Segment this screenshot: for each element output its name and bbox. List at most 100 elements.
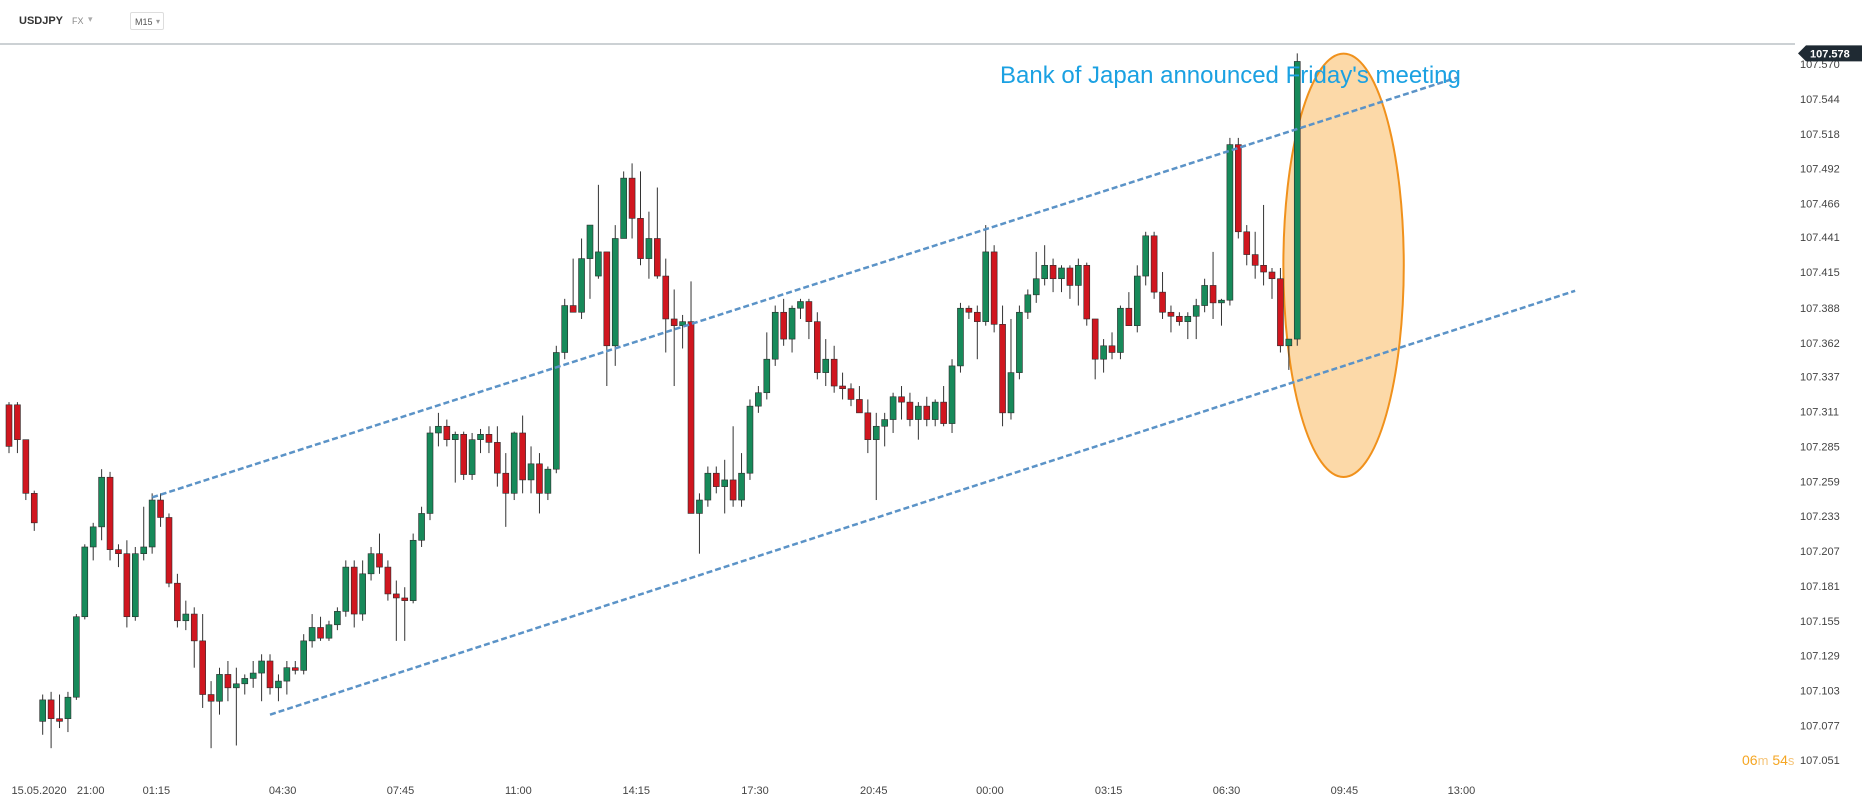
- candle[interactable]: [1285, 338, 1293, 370]
- candle[interactable]: [527, 446, 535, 494]
- candle[interactable]: [628, 163, 636, 239]
- candle[interactable]: [696, 493, 703, 554]
- candle[interactable]: [662, 258, 670, 353]
- candle[interactable]: [249, 660, 257, 688]
- candle[interactable]: [611, 225, 619, 366]
- candle[interactable]: [847, 383, 855, 407]
- candle[interactable]: [552, 345, 560, 474]
- candle[interactable]: [679, 314, 686, 349]
- candle[interactable]: [89, 522, 97, 561]
- candle[interactable]: [47, 691, 55, 749]
- candle[interactable]: [367, 546, 375, 581]
- candle[interactable]: [1058, 265, 1065, 293]
- candle[interactable]: [1226, 137, 1234, 306]
- candle[interactable]: [334, 607, 341, 631]
- candle[interactable]: [814, 312, 821, 380]
- candle[interactable]: [14, 402, 21, 454]
- candle[interactable]: [763, 332, 771, 400]
- candle[interactable]: [384, 560, 392, 601]
- candle[interactable]: [1176, 312, 1183, 326]
- candle[interactable]: [1251, 231, 1259, 279]
- candle[interactable]: [1024, 289, 1032, 319]
- candle[interactable]: [435, 412, 442, 447]
- candle[interactable]: [881, 412, 888, 447]
- candle[interactable]: [620, 171, 627, 239]
- candle[interactable]: [275, 674, 282, 702]
- candle[interactable]: [931, 399, 939, 427]
- candle[interactable]: [510, 431, 518, 501]
- candle[interactable]: [805, 298, 813, 340]
- candle[interactable]: [233, 667, 240, 746]
- candle[interactable]: [300, 634, 308, 675]
- candle[interactable]: [544, 466, 552, 501]
- candle[interactable]: [291, 660, 299, 675]
- candle[interactable]: [1218, 298, 1225, 326]
- candle[interactable]: [923, 396, 931, 427]
- candle[interactable]: [982, 225, 990, 326]
- candle[interactable]: [342, 560, 350, 617]
- candle[interactable]: [586, 224, 594, 299]
- candle[interactable]: [1150, 231, 1158, 299]
- candle[interactable]: [283, 660, 291, 695]
- candle[interactable]: [1075, 258, 1082, 306]
- candle[interactable]: [1091, 318, 1099, 380]
- candle[interactable]: [687, 281, 695, 514]
- candle[interactable]: [39, 694, 46, 735]
- candle[interactable]: [1108, 332, 1116, 360]
- candle[interactable]: [654, 187, 661, 279]
- candle[interactable]: [712, 466, 720, 494]
- candle[interactable]: [889, 392, 897, 433]
- candle[interactable]: [973, 305, 981, 360]
- candle[interactable]: [856, 386, 863, 414]
- candle[interactable]: [64, 691, 72, 733]
- market-caret-icon[interactable]: ▾: [88, 14, 93, 24]
- candle[interactable]: [788, 305, 796, 353]
- candle[interactable]: [393, 580, 400, 641]
- candle[interactable]: [199, 614, 206, 708]
- candle[interactable]: [595, 184, 602, 279]
- candle[interactable]: [1142, 231, 1149, 286]
- candle[interactable]: [755, 386, 762, 413]
- candle[interactable]: [822, 339, 830, 387]
- candle[interactable]: [359, 560, 366, 621]
- candle[interactable]: [258, 654, 265, 702]
- symbol-label[interactable]: USDJPY: [19, 15, 64, 27]
- candle[interactable]: [56, 694, 63, 729]
- candle[interactable]: [915, 402, 922, 440]
- candle[interactable]: [704, 466, 712, 507]
- candle[interactable]: [940, 386, 947, 427]
- candle[interactable]: [738, 453, 745, 507]
- candle[interactable]: [350, 560, 358, 628]
- market-label[interactable]: FX: [72, 16, 84, 26]
- candle[interactable]: [115, 544, 122, 568]
- candle[interactable]: [477, 428, 484, 454]
- candle[interactable]: [780, 298, 787, 346]
- candle[interactable]: [317, 616, 324, 641]
- candle[interactable]: [485, 426, 493, 454]
- candle[interactable]: [30, 490, 38, 531]
- candle[interactable]: [376, 533, 383, 574]
- candle[interactable]: [1184, 312, 1192, 340]
- candle[interactable]: [81, 544, 89, 620]
- candle[interactable]: [123, 540, 131, 628]
- candle[interactable]: [460, 431, 467, 480]
- candle[interactable]: [519, 415, 526, 494]
- candle[interactable]: [1167, 305, 1175, 333]
- candle[interactable]: [898, 386, 905, 420]
- candle[interactable]: [106, 471, 114, 561]
- candle[interactable]: [1209, 251, 1217, 319]
- candle[interactable]: [1260, 204, 1267, 286]
- candle[interactable]: [182, 600, 190, 631]
- candle[interactable]: [266, 654, 274, 695]
- candle[interactable]: [308, 614, 316, 648]
- candle[interactable]: [190, 607, 198, 668]
- candle[interactable]: [1159, 272, 1166, 319]
- candle[interactable]: [132, 546, 139, 621]
- candle[interactable]: [872, 412, 880, 501]
- candle[interactable]: [224, 660, 232, 702]
- channel-lower-line[interactable]: [269, 289, 1576, 716]
- candle[interactable]: [1083, 262, 1091, 326]
- candle[interactable]: [771, 305, 779, 366]
- candle[interactable]: [721, 459, 729, 514]
